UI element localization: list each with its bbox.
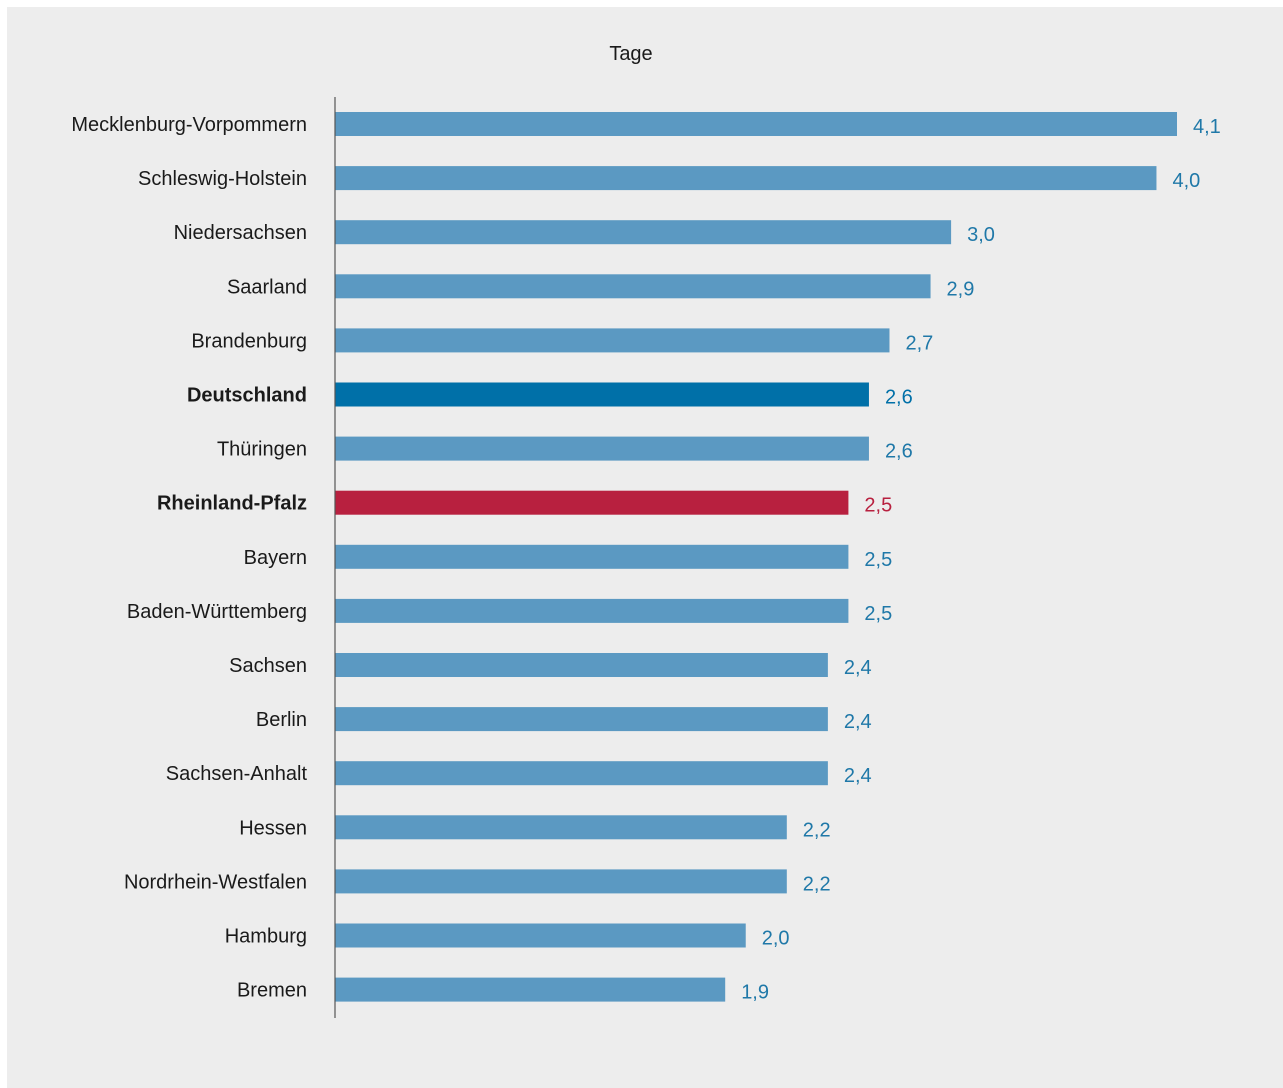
value-label-bayern: 2,5	[864, 549, 892, 571]
category-label-berlin: Berlin	[256, 709, 307, 731]
category-label-hessen: Hessen	[239, 817, 307, 839]
category-label-brandenburg: Brandenburg	[191, 330, 307, 352]
bar-nordrhein-westfalen	[335, 869, 787, 894]
category-label-thueringen: Thüringen	[217, 439, 307, 461]
category-label-sachsen-anhalt: Sachsen-Anhalt	[166, 763, 308, 785]
category-label-niedersachsen: Niedersachsen	[174, 222, 307, 244]
bar-sachsen-anhalt	[335, 761, 828, 786]
bar-hessen	[335, 815, 787, 840]
bar-niedersachsen	[335, 220, 952, 245]
value-label-deutschland: 2,6	[885, 387, 913, 409]
value-label-thueringen: 2,6	[885, 441, 913, 463]
value-label-hessen: 2,2	[803, 819, 831, 841]
category-label-bayern: Bayern	[244, 547, 307, 569]
category-label-saarland: Saarland	[227, 276, 307, 298]
bar-berlin	[335, 707, 828, 732]
bar-rheinland-pfalz	[335, 490, 849, 515]
value-label-bremen: 1,9	[741, 982, 769, 1004]
bar-bremen	[335, 977, 726, 1002]
category-label-schleswig-holstein: Schleswig-Holstein	[138, 168, 307, 190]
category-label-bremen: Bremen	[237, 980, 307, 1002]
bar-hamburg	[335, 923, 746, 948]
category-label-baden-wuerttemberg: Baden-Württemberg	[127, 601, 307, 623]
category-label-hamburg: Hamburg	[225, 926, 307, 948]
category-label-mecklenburg-vorpommern: Mecklenburg-Vorpommern	[71, 114, 307, 136]
value-label-sachsen: 2,4	[844, 657, 872, 679]
bar-sachsen	[335, 653, 828, 677]
bar-saarland	[335, 274, 931, 299]
category-label-deutschland: Deutschland	[187, 385, 307, 407]
bar-baden-wuerttemberg	[335, 598, 849, 623]
category-label-sachsen: Sachsen	[229, 655, 307, 677]
category-label-nordrhein-westfalen: Nordrhein-Westfalen	[124, 871, 307, 893]
value-label-nordrhein-westfalen: 2,2	[803, 873, 831, 895]
bar-thueringen	[335, 436, 869, 461]
bar-schleswig-holstein	[335, 166, 1157, 191]
value-label-baden-wuerttemberg: 2,5	[864, 603, 892, 625]
value-label-berlin: 2,4	[844, 711, 872, 733]
bar-mecklenburg-vorpommern	[335, 112, 1177, 136]
value-label-sachsen-anhalt: 2,4	[844, 765, 872, 787]
value-label-hamburg: 2,0	[762, 928, 790, 950]
value-label-brandenburg: 2,7	[905, 332, 933, 354]
category-label-rheinland-pfalz: Rheinland-Pfalz	[157, 493, 307, 515]
bars-group: Mecklenburg-Vorpommern 4,1 Schleswig-Holst…	[71, 112, 1221, 1004]
bar-bayern	[335, 544, 849, 569]
value-label-schleswig-holstein: 4,0	[1172, 170, 1200, 192]
bar-deutschland	[335, 382, 869, 407]
bar-brandenburg	[335, 328, 890, 353]
value-label-rheinland-pfalz: 2,5	[864, 495, 892, 517]
unit-label: Tage	[609, 43, 652, 65]
value-label-saarland: 2,9	[947, 278, 975, 300]
value-label-mecklenburg-vorpommern: 4,1	[1193, 116, 1221, 138]
value-label-niedersachsen: 3,0	[967, 224, 995, 246]
